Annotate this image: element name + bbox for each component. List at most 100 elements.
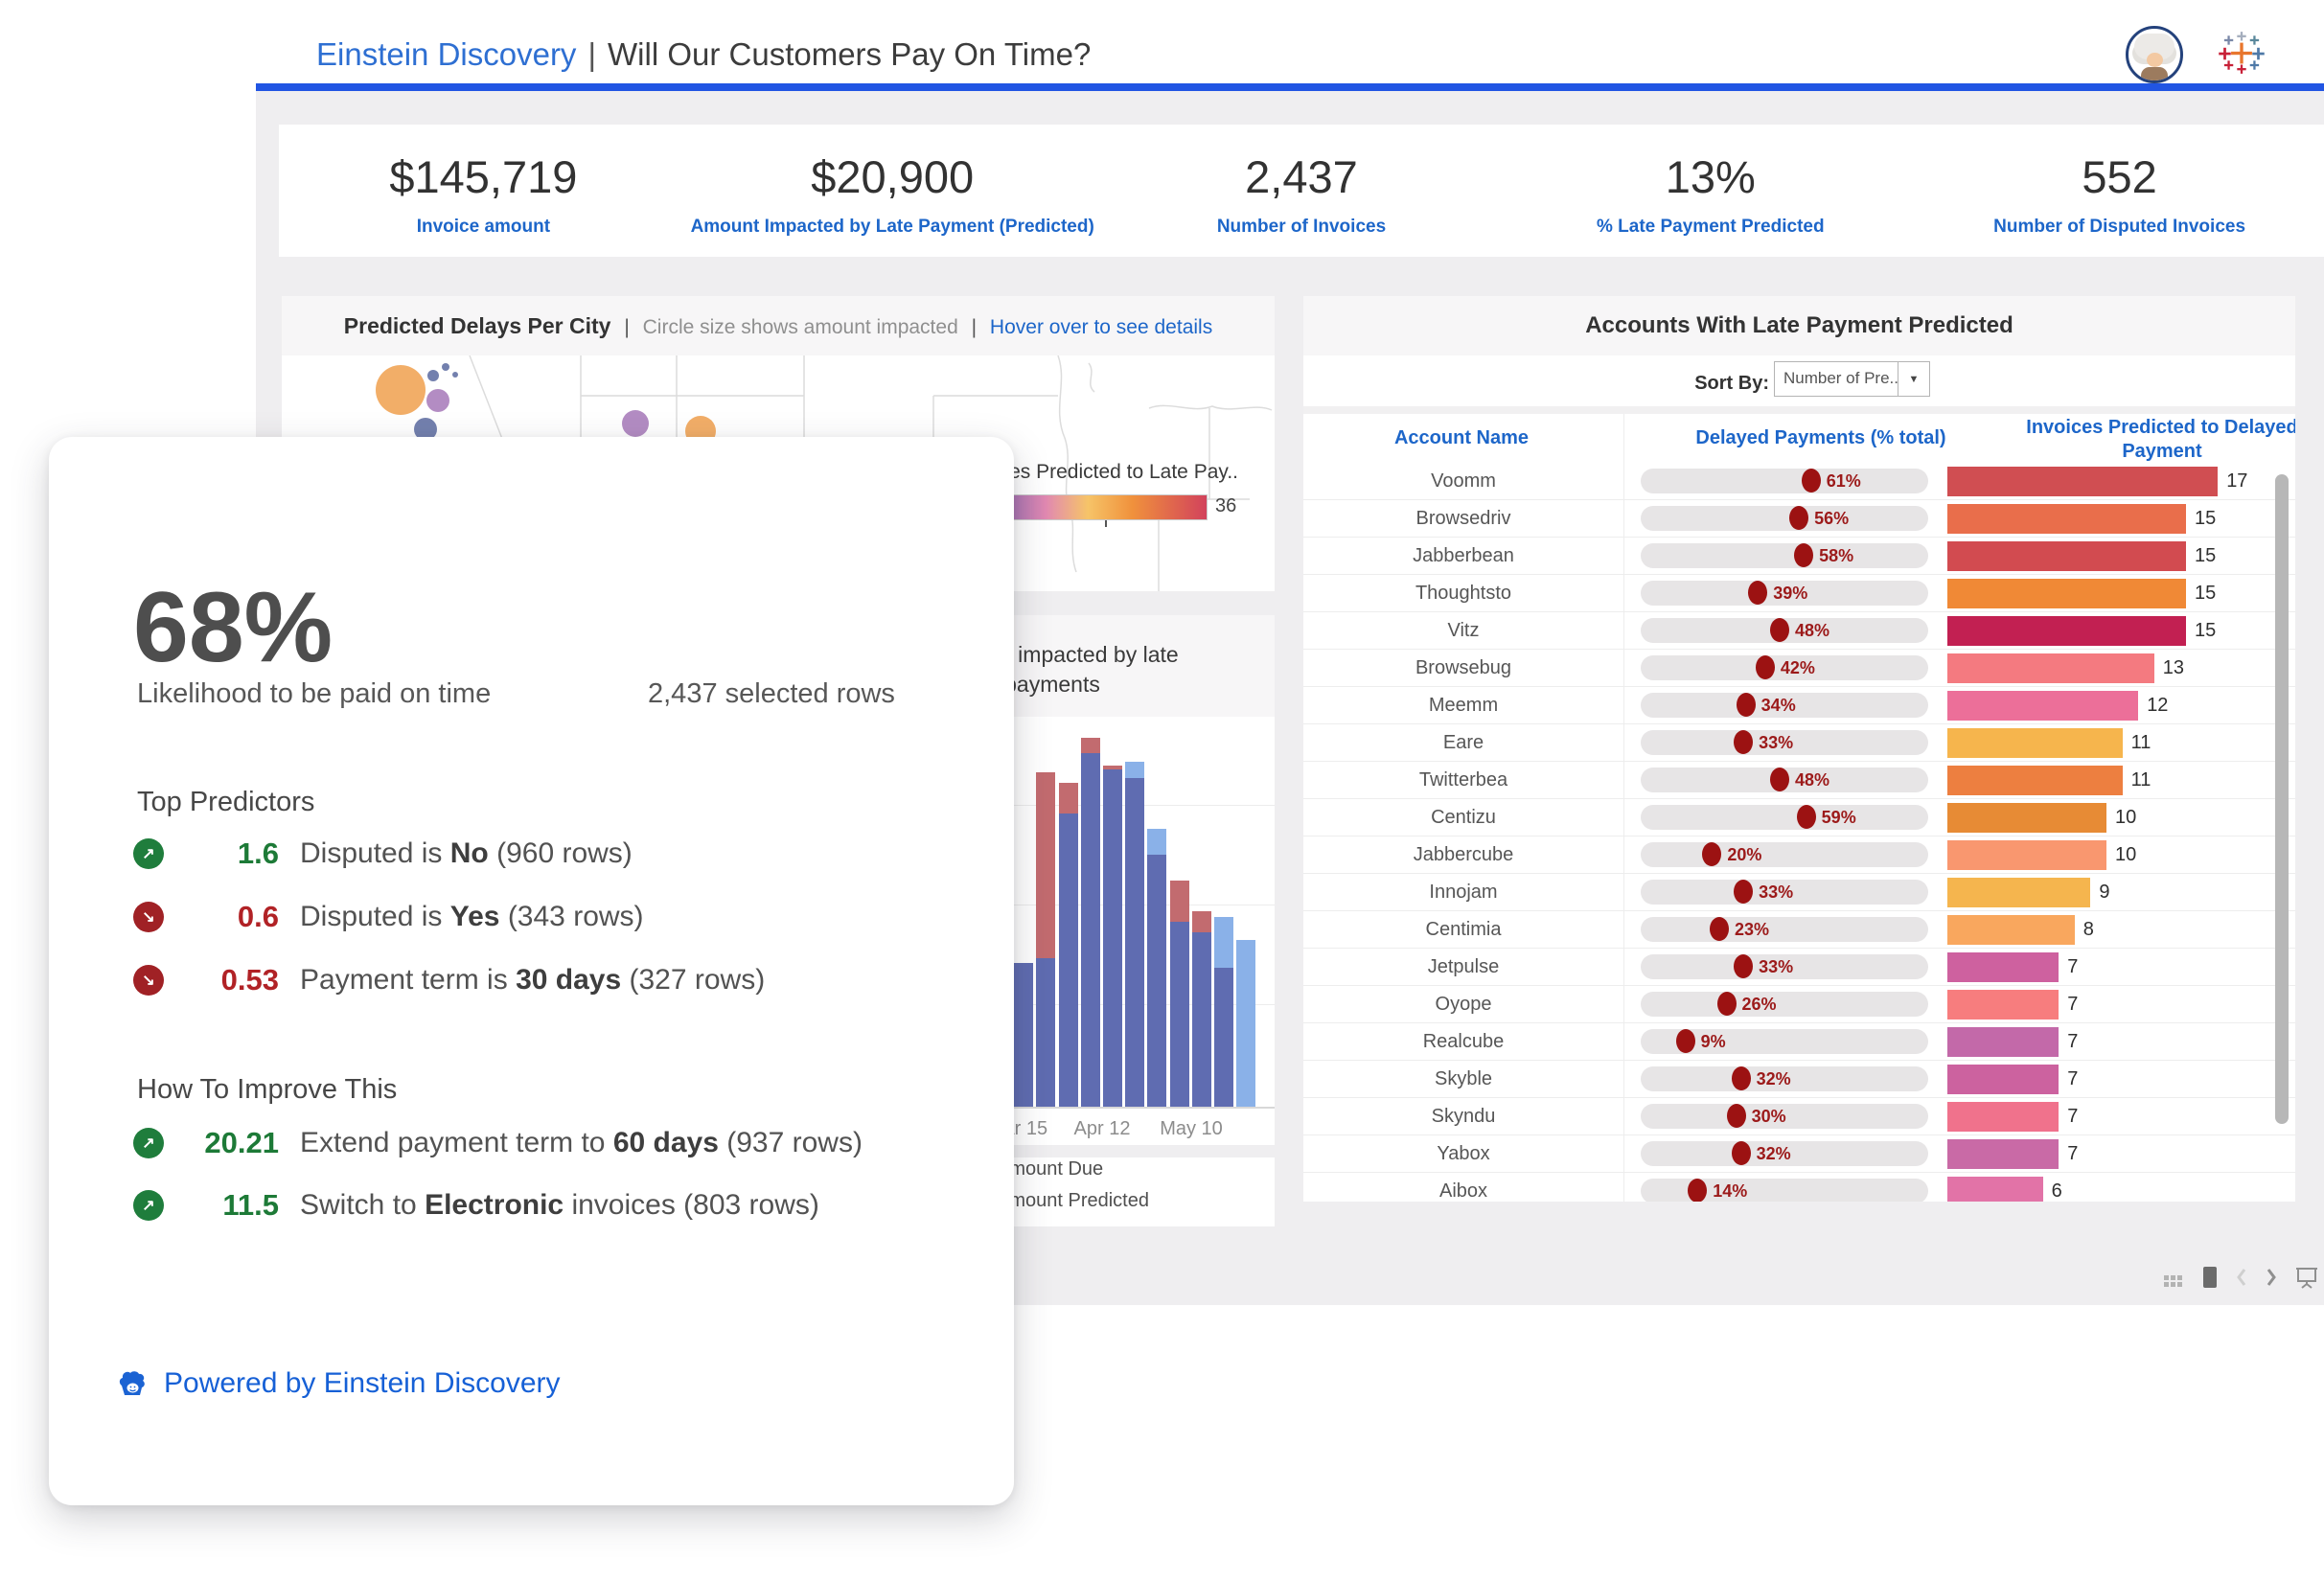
map-hover-link[interactable]: Hover over to see details xyxy=(990,316,1212,338)
invoices-bar[interactable] xyxy=(1947,691,2138,721)
cashflow-bar[interactable] xyxy=(1170,881,1189,1107)
table-row[interactable]: Thoughtsto39%15 xyxy=(1303,575,2295,612)
table-row[interactable]: Yabox32%7 xyxy=(1303,1135,2295,1173)
table-row[interactable]: Aibox14%6 xyxy=(1303,1173,2295,1202)
account-name-cell: Aibox xyxy=(1303,1173,1623,1202)
delayed-pct-gauge: 33% xyxy=(1641,880,1928,905)
city-bubble[interactable] xyxy=(376,365,426,415)
invoices-bar[interactable] xyxy=(1947,1139,2059,1169)
invoices-bar[interactable] xyxy=(1947,653,2154,683)
table-row[interactable]: Vitz48%15 xyxy=(1303,612,2295,650)
kpi-card: 2,437Number of Invoices xyxy=(1097,125,1507,257)
invoices-bar[interactable] xyxy=(1947,803,2106,833)
x-axis-label: Apr 12 xyxy=(1069,1118,1136,1140)
einstein-footer[interactable]: Powered by Einstein Discovery xyxy=(116,1366,561,1401)
delayed-pct-dot xyxy=(1770,768,1789,791)
cashflow-bar[interactable] xyxy=(1103,766,1122,1107)
predictor-value: 0.6 xyxy=(172,900,279,934)
column-header-account-name[interactable]: Account Name xyxy=(1303,414,1620,463)
invoices-bar[interactable] xyxy=(1947,766,2123,795)
kpi-value: 13% xyxy=(1666,150,1756,203)
prev-arrow-icon[interactable] xyxy=(2235,1267,2248,1288)
invoices-bar[interactable] xyxy=(1947,990,2059,1020)
table-row[interactable]: Centimia23%8 xyxy=(1303,911,2295,949)
table-row[interactable]: Meemm34%12 xyxy=(1303,687,2295,724)
predictor-text: Disputed is No (960 rows) xyxy=(300,837,633,870)
table-row[interactable]: Voomm61%17 xyxy=(1303,463,2295,500)
table-row[interactable]: Browsedriv56%15 xyxy=(1303,500,2295,538)
table-row[interactable]: Centizu59%10 xyxy=(1303,799,2295,836)
table-row[interactable]: Eare33%11 xyxy=(1303,724,2295,762)
kpi-label: Amount Impacted by Late Payment (Predict… xyxy=(691,217,1094,238)
single-view-icon[interactable] xyxy=(2201,1265,2219,1290)
invoices-bar[interactable] xyxy=(1947,616,2186,646)
arrow-down-icon: ↘ xyxy=(133,965,164,996)
cashflow-bar[interactable] xyxy=(1036,772,1055,1107)
city-bubble[interactable] xyxy=(452,372,458,378)
table-row[interactable]: Jabberbean58%15 xyxy=(1303,538,2295,575)
invoices-bar[interactable] xyxy=(1947,840,2106,870)
city-bubble[interactable] xyxy=(442,363,449,371)
sort-by-label: Sort By: xyxy=(1694,373,1769,395)
delayed-pct-gauge: 61% xyxy=(1641,469,1928,493)
invoices-bar[interactable] xyxy=(1947,1027,2059,1057)
cashflow-bar[interactable] xyxy=(1214,917,1233,1107)
account-name-cell: Yabox xyxy=(1303,1135,1623,1173)
invoices-bar[interactable] xyxy=(1947,504,2186,534)
cashflow-bar[interactable] xyxy=(1125,762,1144,1107)
invoices-bar[interactable] xyxy=(1947,915,2075,945)
column-header-invoices-predicted[interactable]: Invoices Predicted to Delayed Payment xyxy=(2018,416,2295,464)
table-row[interactable]: Browsebug42%13 xyxy=(1303,650,2295,687)
brand-link[interactable]: Einstein Discovery xyxy=(316,36,576,72)
table-row[interactable]: Jabbercube20%10 xyxy=(1303,836,2295,874)
delayed-pct-label: 23% xyxy=(1735,917,1769,942)
bar-segment xyxy=(1036,772,1055,958)
invoices-bar[interactable] xyxy=(1947,579,2186,608)
cashflow-bar[interactable] xyxy=(1059,783,1078,1107)
bar-segment xyxy=(1236,940,1255,1107)
map-subtitle-text: Circle size shows amount impacted xyxy=(643,316,958,338)
city-bubble[interactable] xyxy=(622,410,649,437)
next-arrow-icon[interactable] xyxy=(2265,1267,2278,1288)
delayed-pct-dot xyxy=(1797,805,1816,829)
cashflow-bar[interactable] xyxy=(1236,940,1255,1107)
table-row[interactable]: Oyope26%7 xyxy=(1303,986,2295,1023)
invoices-bar[interactable] xyxy=(1947,1102,2059,1132)
sort-by-dropdown[interactable]: Number of Pre... ▼ xyxy=(1774,361,1930,397)
accounts-divider xyxy=(1303,406,2295,414)
map-legend-tick xyxy=(1105,520,1107,527)
bar-segment xyxy=(1170,881,1189,922)
invoices-bar[interactable] xyxy=(1947,952,2059,982)
table-row[interactable]: Twitterbea48%11 xyxy=(1303,762,2295,799)
scrollbar[interactable] xyxy=(2275,474,2289,1124)
cashflow-bar[interactable] xyxy=(1192,911,1211,1107)
table-row[interactable]: Skyndu30%7 xyxy=(1303,1098,2295,1135)
cashflow-bar[interactable] xyxy=(1081,738,1100,1107)
invoices-bar[interactable] xyxy=(1947,1065,2059,1094)
table-row[interactable]: Innojam33%9 xyxy=(1303,874,2295,911)
delayed-pct-label: 32% xyxy=(1757,1141,1791,1166)
cashflow-bar[interactable] xyxy=(1147,829,1166,1107)
grid-view-icon[interactable] xyxy=(2162,1266,2185,1289)
invoices-bar[interactable] xyxy=(1947,728,2123,758)
table-row[interactable]: Realcube9%7 xyxy=(1303,1023,2295,1061)
city-bubble[interactable] xyxy=(426,389,449,412)
table-row[interactable]: Jetpulse33%7 xyxy=(1303,949,2295,986)
invoices-bar[interactable] xyxy=(1947,467,2218,496)
chevron-down-icon[interactable]: ▼ xyxy=(1898,362,1929,396)
delayed-pct-dot xyxy=(1702,842,1721,866)
einstein-avatar-icon[interactable] xyxy=(2126,26,2183,83)
city-bubble[interactable] xyxy=(427,370,439,381)
predictor-text: Switch to Electronic invoices (803 rows) xyxy=(300,1189,819,1222)
invoices-bar[interactable] xyxy=(1947,878,2090,907)
column-header-delayed-payments[interactable]: Delayed Payments (% total) xyxy=(1668,414,1974,463)
tableau-logo-icon[interactable] xyxy=(2218,29,2266,77)
presentation-mode-icon[interactable] xyxy=(2294,1265,2319,1290)
bar-segment xyxy=(1170,922,1189,1107)
invoices-bar[interactable] xyxy=(1947,1177,2043,1202)
invoices-bar[interactable] xyxy=(1947,541,2186,571)
predictor-row: ↘0.53Payment term is 30 days (327 rows) xyxy=(133,961,765,999)
table-row[interactable]: Skyble32%7 xyxy=(1303,1061,2295,1098)
cashflow-bar[interactable] xyxy=(1014,963,1033,1107)
delayed-pct-gauge: 48% xyxy=(1641,768,1928,792)
